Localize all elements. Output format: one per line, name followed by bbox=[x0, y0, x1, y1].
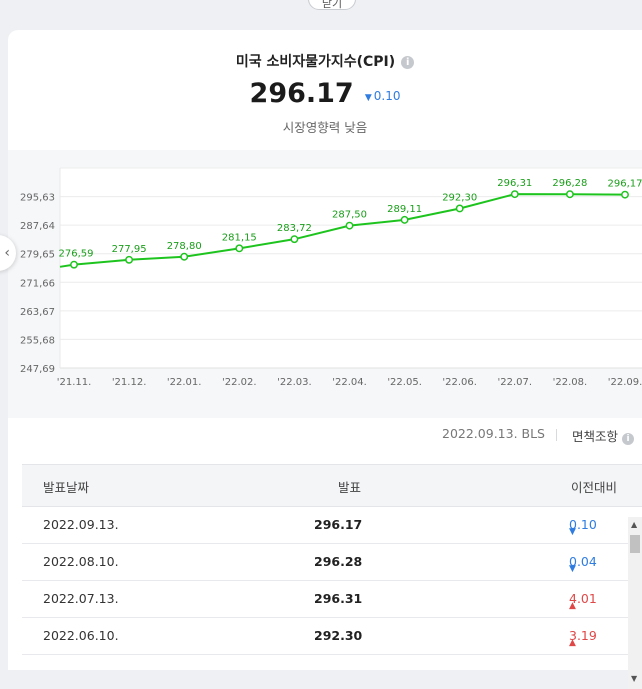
x-tick-label: '22.04. bbox=[332, 377, 367, 388]
row-change: ▼0.10 bbox=[569, 517, 597, 532]
data-point bbox=[346, 222, 352, 228]
x-tick-label: '22.01. bbox=[167, 377, 202, 388]
data-point bbox=[567, 191, 573, 197]
header-value: 발표 bbox=[338, 477, 361, 496]
current-value-row: 296.17 ▼0.10 bbox=[8, 78, 642, 109]
data-label: 289,11 bbox=[387, 204, 422, 215]
data-label: 283,72 bbox=[277, 223, 312, 234]
row-change: ▼0.04 bbox=[569, 554, 597, 569]
row-date: 2022.06.10. bbox=[43, 628, 119, 643]
table-row: 2022.06.10. 292.30 ▲3.19 bbox=[22, 618, 642, 655]
row-value: 296.17 bbox=[314, 517, 362, 532]
data-point bbox=[291, 236, 297, 242]
row-change: ▲3.19 bbox=[569, 628, 597, 643]
row-date: 2022.08.10. bbox=[43, 554, 119, 569]
row-value: 296.28 bbox=[314, 554, 362, 569]
data-point bbox=[71, 261, 77, 267]
data-label: 287,50 bbox=[332, 210, 367, 221]
current-value: 296.17 bbox=[250, 78, 354, 109]
disclaimer-label: 면책조항 bbox=[572, 429, 618, 444]
table-body: 2022.09.13. 296.17 ▼0.10 2022.08.10. 296.28 ▼… bbox=[22, 507, 642, 655]
indicator-title: 미국 소비자물가지수(CPI) i bbox=[8, 51, 642, 71]
data-point bbox=[126, 257, 132, 263]
header-change: 이전대비 bbox=[571, 477, 617, 496]
table-row: 2022.08.10. 296.28 ▼0.04 bbox=[22, 544, 642, 581]
x-tick-label: '22.08. bbox=[553, 377, 588, 388]
cpi-line-chart: 295,63 287,64 279,65 271,66 263,67 255,68 247,… bbox=[8, 150, 642, 418]
table-scrollbar[interactable]: ▲ ▼ bbox=[628, 517, 642, 689]
plot-area bbox=[60, 168, 642, 368]
x-tick-label: '22.09. bbox=[608, 377, 642, 388]
data-label: 276,59 bbox=[59, 249, 94, 260]
data-label: 277,95 bbox=[112, 244, 147, 255]
data-point bbox=[236, 245, 242, 251]
data-label: 296,17 bbox=[608, 179, 642, 190]
x-tick-label: '22.05. bbox=[387, 377, 422, 388]
x-tick-label: '22.07. bbox=[498, 377, 533, 388]
market-impact: 시장영향력 낮음 bbox=[8, 117, 642, 136]
disclaimer-info-icon[interactable]: i bbox=[622, 433, 634, 445]
y-tick-label: 271,66 bbox=[20, 278, 55, 289]
data-point bbox=[181, 254, 187, 260]
y-tick-label: 255,68 bbox=[20, 335, 55, 346]
row-value: 292.30 bbox=[314, 628, 362, 643]
x-tick-label: '21.12. bbox=[112, 377, 147, 388]
scroll-up-icon[interactable]: ▲ bbox=[631, 520, 637, 529]
row-date: 2022.07.13. bbox=[43, 591, 119, 606]
scroll-down-icon[interactable]: ▼ bbox=[631, 674, 637, 683]
y-tick-label: 247,69 bbox=[20, 364, 55, 375]
scroll-thumb[interactable] bbox=[630, 535, 640, 553]
source-row: 2022.09.13. BLS 면책조항 i bbox=[8, 426, 642, 444]
divider bbox=[556, 429, 557, 441]
current-change: ▼0.10 bbox=[365, 89, 401, 103]
table-header: 발표날짜 발표 이전대비 bbox=[22, 464, 642, 507]
table-row: 2022.09.13. 296.17 ▼0.10 bbox=[22, 507, 642, 544]
x-tick-label: '22.02. bbox=[222, 377, 257, 388]
close-button[interactable]: 닫기 bbox=[308, 0, 356, 10]
down-triangle-icon: ▼ bbox=[569, 564, 576, 574]
row-change: ▲4.01 bbox=[569, 591, 597, 606]
down-triangle-icon: ▼ bbox=[569, 527, 576, 537]
x-tick-label: '21.11. bbox=[57, 377, 92, 388]
up-triangle-icon: ▲ bbox=[569, 638, 576, 648]
indicator-card: 미국 소비자물가지수(CPI)i 296.17 ▼0.10 시장영향력 낮음 2… bbox=[8, 30, 642, 670]
x-tick-label: '22.03. bbox=[277, 377, 312, 388]
up-triangle-icon: ▲ bbox=[569, 601, 576, 611]
y-tick-label: 263,67 bbox=[20, 307, 55, 318]
y-tick-label: 279,65 bbox=[20, 250, 55, 261]
down-triangle-icon: ▼ bbox=[365, 93, 372, 103]
x-tick-label: '22.06. bbox=[442, 377, 477, 388]
data-point bbox=[622, 191, 628, 197]
row-value: 296.31 bbox=[314, 591, 362, 606]
data-label: 292,30 bbox=[442, 192, 477, 203]
disclaimer-link[interactable]: 면책조항 i bbox=[572, 426, 634, 445]
table-row: 2022.07.13. 296.31 ▲4.01 bbox=[22, 581, 642, 618]
data-point bbox=[401, 217, 407, 223]
row-date: 2022.09.13. bbox=[43, 517, 119, 532]
info-icon[interactable]: i bbox=[401, 56, 414, 69]
data-label: 281,15 bbox=[222, 232, 257, 243]
indicator-title-text: 미국 소비자물가지수(CPI) bbox=[236, 54, 395, 70]
data-point bbox=[512, 191, 518, 197]
data-label: 296,28 bbox=[552, 178, 587, 189]
release-source: 2022.09.13. BLS bbox=[442, 426, 545, 441]
data-label: 278,80 bbox=[167, 241, 202, 252]
y-tick-label: 287,64 bbox=[20, 221, 55, 232]
data-point bbox=[457, 205, 463, 211]
header-date: 발표날짜 bbox=[43, 477, 89, 496]
data-label: 296,31 bbox=[497, 178, 532, 189]
current-change-value: 0.10 bbox=[374, 89, 401, 103]
y-tick-label: 295,63 bbox=[20, 193, 55, 204]
chart-svg: 295,63 287,64 279,65 271,66 263,67 255,68 247,… bbox=[8, 150, 642, 418]
